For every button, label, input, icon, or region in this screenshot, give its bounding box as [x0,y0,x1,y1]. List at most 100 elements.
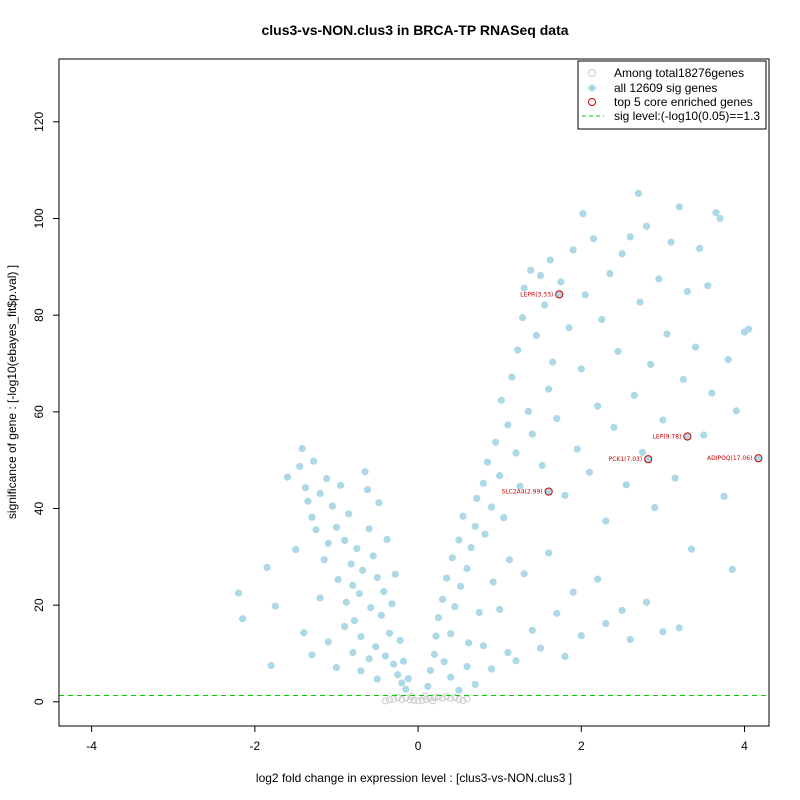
sig-point [659,416,667,424]
sig-point [399,657,407,665]
sig-point [298,444,306,453]
sig-point [528,626,536,634]
y-tick-label: 100 [32,208,46,228]
sig-point [426,666,434,675]
nonsig-point [390,695,398,703]
top-gene-point [683,432,692,441]
sig-point [618,606,626,615]
sig-point [636,298,644,306]
x-tick-label: 0 [415,739,422,753]
sig-point [391,570,399,578]
sig-point [732,407,740,415]
sig-point [579,210,587,218]
sig-point [424,682,432,690]
sig-point [345,510,353,518]
sig-point [440,658,448,666]
legend-symbol-total [588,69,596,77]
sig-point [389,660,398,668]
sig-point [465,639,473,647]
sig-point [451,603,459,611]
sig-point [324,638,332,646]
sig-point [320,556,328,564]
chart-title: clus3-vs-NON.clus3 in BRCA-TP RNASeq dat… [261,22,568,38]
sig-point [561,652,569,661]
sig-point [545,549,553,557]
sig-point [638,448,647,457]
sig-point [475,608,483,617]
y-tick-label: 120 [32,112,46,132]
sig-point [459,512,467,520]
top-gene-label: LEP(9.78) [653,433,682,440]
sig-point [373,675,381,683]
y-tick-label: 40 [32,502,46,516]
sig-point [447,673,455,681]
sig-point [349,648,357,657]
sig-point [487,665,496,673]
sig-point [573,445,581,453]
sig-point [598,315,606,324]
sig-point [520,284,528,292]
sig-point [492,438,500,446]
sig-point [479,642,487,650]
nonsig-point [381,697,389,705]
sig-point [505,556,514,564]
sig-point [512,449,520,457]
sig-point [536,271,545,280]
sig-point [553,609,561,617]
sig-point [594,402,602,410]
sig-point [671,474,679,482]
legend-label-top: top 5 core enriched genes [614,95,753,109]
sig-point [497,396,505,404]
sig-point [473,494,481,502]
sig-point [304,497,312,505]
top-gene-label: SLC2A4(2.99) [502,489,543,496]
y-tick-label: 80 [32,308,46,322]
sig-point [239,615,247,623]
sig-point [432,632,440,640]
y-axis: 0 20 40 60 80 100 120 [32,112,60,705]
sig-point [334,575,342,584]
sig-point [456,582,465,590]
sig-point [720,492,728,501]
sig-point [675,203,683,211]
nonsig-point [386,696,394,704]
sig-point [536,644,545,652]
sig-point [283,473,292,481]
nonsig-point [459,696,467,704]
sig-point [540,301,549,309]
sig-point [381,652,390,660]
sig-point [744,325,753,333]
sig-point [594,575,602,583]
sig-point [630,391,638,399]
sig-point [324,539,332,547]
x-tick-label: -4 [86,739,97,753]
sig-point [504,421,512,429]
sig-points-layer [234,189,753,694]
sig-point [716,214,724,223]
sig-point [355,589,363,598]
nonsig-point [408,693,416,701]
sig-point [647,360,655,369]
x-axis: -4 -2 0 2 4 [86,725,748,753]
sig-point [561,491,569,500]
nonsig-point [451,693,459,701]
sig-point [316,594,324,602]
plot-frame [58,58,770,727]
sig-point [516,482,524,490]
sig-point [447,630,455,638]
sig-point [504,648,512,657]
sig-point [626,233,634,241]
sig-point [430,650,439,659]
nonsig-point [434,693,442,701]
sig-point [483,458,492,466]
sig-point [316,489,324,498]
sig-point [404,675,412,683]
sig-point [357,667,365,675]
sig-point [347,560,355,568]
y-tick-label: 0 [32,698,46,705]
sig-point [363,486,372,494]
sig-point [369,552,377,560]
sig-point [301,484,310,492]
top-gene-point [644,455,653,464]
